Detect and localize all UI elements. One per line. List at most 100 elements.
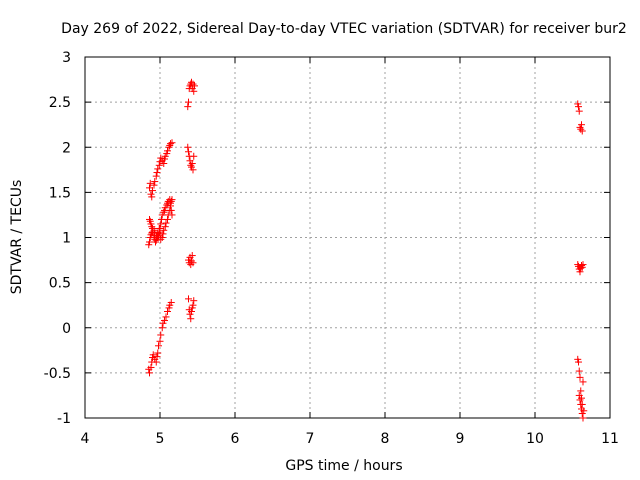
data-point — [187, 315, 195, 323]
data-point — [155, 161, 163, 169]
data-point — [149, 187, 156, 195]
data-point — [154, 349, 162, 357]
data-point — [577, 387, 585, 395]
data-point — [575, 358, 582, 366]
data-point — [155, 224, 163, 232]
data-point — [159, 230, 167, 238]
data-point — [157, 220, 165, 228]
x-tick-label: 6 — [231, 431, 240, 447]
data-point — [162, 313, 170, 321]
x-tick-label: 7 — [306, 431, 315, 447]
data-point — [188, 252, 196, 260]
data-point — [579, 378, 587, 386]
data-point — [164, 211, 172, 219]
data-point — [160, 208, 168, 216]
data-point — [185, 295, 192, 303]
data-point — [189, 166, 197, 174]
data-point — [157, 331, 165, 339]
data-point — [189, 301, 197, 309]
data-point — [577, 125, 585, 133]
data-point — [575, 107, 583, 115]
data-point — [152, 358, 160, 366]
data-point — [575, 103, 582, 111]
data-point — [579, 414, 587, 422]
chart-title: Day 269 of 2022, Sidereal Day-to-day VTE… — [61, 21, 627, 37]
data-point — [168, 139, 176, 147]
data-point — [158, 234, 166, 241]
data-point — [167, 140, 174, 148]
data-point — [578, 127, 586, 135]
data-point — [158, 215, 165, 223]
data-point — [184, 143, 192, 151]
x-tick-label: 8 — [381, 431, 390, 447]
data-point — [168, 196, 176, 204]
data-point — [161, 317, 168, 325]
tick-layer: 4 5 6 7 8 9 10 11 -1 -0.5 0 0.5 1 1.5 2 2.5 3 — [44, 50, 619, 447]
data-point — [149, 351, 157, 359]
y-tick-label: 2.5 — [49, 95, 71, 111]
data-point — [187, 161, 195, 169]
x-axis-label: GPS time / hours — [285, 458, 402, 474]
data-point — [156, 337, 164, 345]
y-tick-label: 0.5 — [49, 276, 71, 292]
data-point — [162, 219, 170, 227]
x-tick-label: 9 — [456, 431, 465, 447]
grid-layer — [85, 57, 610, 418]
data-point — [161, 223, 169, 231]
data-point — [150, 181, 158, 189]
data-point — [190, 87, 198, 95]
data-point — [158, 324, 166, 332]
data-point — [578, 261, 585, 269]
data-point — [576, 373, 584, 381]
data-point — [576, 268, 584, 276]
data-point — [157, 235, 165, 243]
data-point — [188, 308, 195, 316]
data-point — [151, 178, 159, 186]
data-point — [575, 391, 583, 399]
data-point — [160, 159, 168, 167]
y-axis-label: SDTVAR / TECUs — [9, 180, 25, 295]
data-point — [153, 353, 161, 361]
data-point — [188, 78, 195, 86]
data-point — [152, 238, 159, 246]
data-point — [155, 342, 162, 350]
data-point — [578, 121, 585, 129]
data-point — [148, 223, 156, 231]
data-point — [146, 238, 153, 246]
data-point — [166, 206, 174, 214]
data-point — [191, 82, 198, 90]
data-point — [580, 407, 588, 415]
y-tick-label: 1 — [62, 231, 71, 247]
data-point — [146, 215, 153, 223]
data-point — [189, 259, 197, 267]
data-point — [577, 400, 585, 408]
x-tick-label: 11 — [601, 431, 619, 447]
x-tick-label: 5 — [156, 431, 165, 447]
data-point — [576, 396, 584, 404]
data-point — [167, 202, 174, 210]
data-point — [189, 80, 197, 88]
data-point — [185, 98, 192, 106]
data-point — [148, 193, 156, 201]
data-point — [164, 308, 171, 316]
data-point — [147, 363, 155, 371]
data-point — [164, 215, 171, 223]
data-point — [164, 147, 171, 155]
data-point — [152, 172, 160, 180]
data-point — [579, 261, 587, 269]
x-tick-label: 10 — [526, 431, 544, 447]
data-point — [160, 226, 168, 234]
data-point — [190, 152, 198, 160]
data-point — [167, 197, 175, 205]
y-tick-label: 2 — [62, 140, 71, 156]
data-point — [165, 143, 173, 151]
data-point — [184, 103, 192, 111]
data-point — [190, 297, 198, 305]
data-point — [163, 201, 171, 209]
data-point — [146, 179, 154, 187]
y-tick-label: 0 — [62, 321, 71, 337]
data-point — [575, 367, 583, 375]
y-tick-label: -1 — [57, 411, 71, 427]
y-tick-label: 1.5 — [49, 185, 71, 201]
